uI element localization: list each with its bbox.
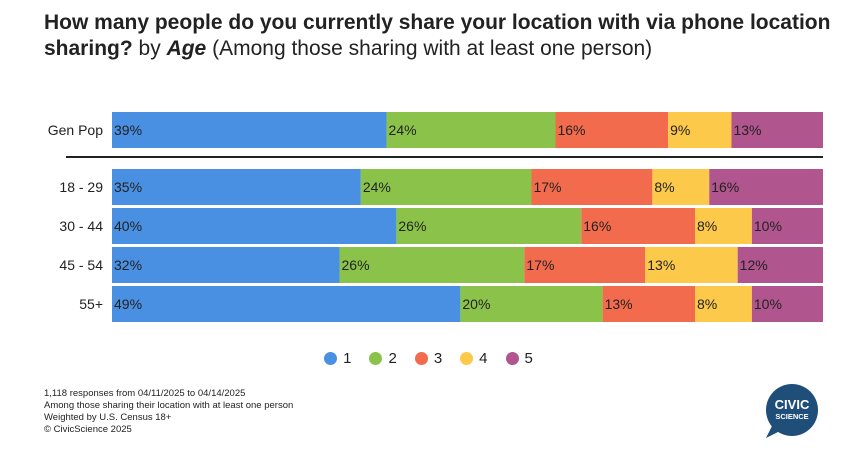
- bar-segment: [695, 208, 752, 244]
- data-label: 39%: [114, 122, 142, 138]
- bar-segment: [695, 286, 752, 322]
- bar-segment: [751, 208, 823, 244]
- data-label: 26%: [342, 257, 370, 273]
- data-label: 10%: [754, 218, 782, 234]
- logo-tail: [766, 426, 782, 438]
- category-label: 45 - 54: [59, 257, 103, 273]
- footnote-line: 1,118 responses from 04/11/2025 to 04/14…: [44, 388, 246, 399]
- bar-segment: [524, 247, 646, 283]
- data-label: 13%: [647, 257, 675, 273]
- bar-segment: [668, 112, 732, 148]
- bar-segment: [396, 208, 582, 244]
- footnote-line: © CivicScience 2025: [44, 424, 132, 435]
- title-by: by: [138, 37, 161, 60]
- chart-legend: 1 2 3 4 5: [0, 350, 857, 367]
- data-label: 16%: [557, 122, 585, 138]
- legend-item: 3: [414, 350, 443, 367]
- legend-swatch: [324, 352, 338, 365]
- title-note: (Among those sharing with at least one p…: [212, 37, 653, 60]
- logo-text-civic: CIVIC: [775, 397, 810, 412]
- data-label: 17%: [533, 179, 561, 195]
- data-label: 12%: [740, 257, 768, 273]
- data-label: 16%: [583, 218, 611, 234]
- legend-item: 2: [369, 350, 397, 367]
- data-label: 8%: [697, 218, 717, 234]
- logo-text-science: SCIENCE: [775, 412, 808, 421]
- legend-item: 4: [460, 350, 488, 367]
- bar-segment: [602, 286, 696, 322]
- category-label: 55+: [79, 296, 103, 312]
- title-dimension: Age: [166, 37, 207, 60]
- data-label: 17%: [526, 257, 554, 273]
- legend-label: 2: [388, 350, 397, 367]
- legend-label: 3: [433, 350, 443, 367]
- legend-swatch: [369, 352, 383, 365]
- footnotes: 1,118 responses from 04/11/2025 to 04/14…: [44, 388, 293, 436]
- bar-segment: [386, 112, 556, 148]
- data-label: 26%: [398, 218, 426, 234]
- bar-segment: [652, 169, 710, 205]
- bar-segment: [112, 112, 387, 148]
- category-label: 30 - 44: [59, 218, 103, 234]
- footnote-line: Weighted by U.S. Census 18+: [44, 412, 172, 423]
- bar-segment: [737, 247, 823, 283]
- bar-segment: [360, 169, 532, 205]
- bar-segment: [112, 286, 461, 322]
- bar-segment: [112, 169, 361, 205]
- bar-segment: [751, 286, 823, 322]
- data-label: 35%: [114, 179, 142, 195]
- data-label: 32%: [114, 257, 142, 273]
- legend-swatch: [414, 352, 428, 365]
- data-label: 16%: [711, 179, 739, 195]
- category-label: 18 - 29: [59, 179, 103, 195]
- data-label: 13%: [605, 296, 633, 312]
- data-label: 20%: [462, 296, 490, 312]
- legend-label: 5: [524, 350, 533, 367]
- legend-label: 1: [343, 350, 352, 367]
- data-label: 24%: [363, 179, 391, 195]
- bar-segment: [339, 247, 525, 283]
- bar-segment: [731, 112, 823, 148]
- category-label: Gen Pop: [48, 122, 103, 138]
- civicscience-logo: CIVIC SCIENCE: [766, 384, 818, 438]
- footnote-line: Among those sharing their location with …: [44, 400, 294, 411]
- data-label: 10%: [754, 296, 782, 312]
- legend-item: 1: [324, 350, 351, 367]
- data-label: 13%: [733, 122, 761, 138]
- chart-title: How many people do you currently share y…: [44, 10, 834, 62]
- bar-segment: [112, 247, 340, 283]
- data-label: 24%: [389, 122, 417, 138]
- title-question: How many people do you currently share y…: [44, 11, 831, 60]
- bar-segment: [112, 208, 397, 244]
- legend-swatch: [505, 352, 519, 365]
- data-label: 49%: [114, 296, 142, 312]
- data-label: 8%: [654, 179, 674, 195]
- bar-segment: [460, 286, 603, 322]
- bar-segment: [581, 208, 696, 244]
- bar-segment: [531, 169, 653, 205]
- stacked-bar-chart: Gen Pop 39% 24% 16% 9% 13% 18 - 29 35% 24% 17% 8% 1…: [48, 112, 823, 322]
- legend-swatch: [460, 352, 474, 365]
- data-label: 40%: [114, 218, 142, 234]
- logo-circle: [766, 384, 818, 436]
- data-label: 9%: [670, 122, 690, 138]
- legend-label: 4: [479, 350, 488, 367]
- bar-segment: [645, 247, 738, 283]
- legend-item: 5: [505, 350, 533, 367]
- bar-segment: [709, 169, 823, 205]
- data-label: 8%: [697, 296, 717, 312]
- bar-segment: [555, 112, 669, 148]
